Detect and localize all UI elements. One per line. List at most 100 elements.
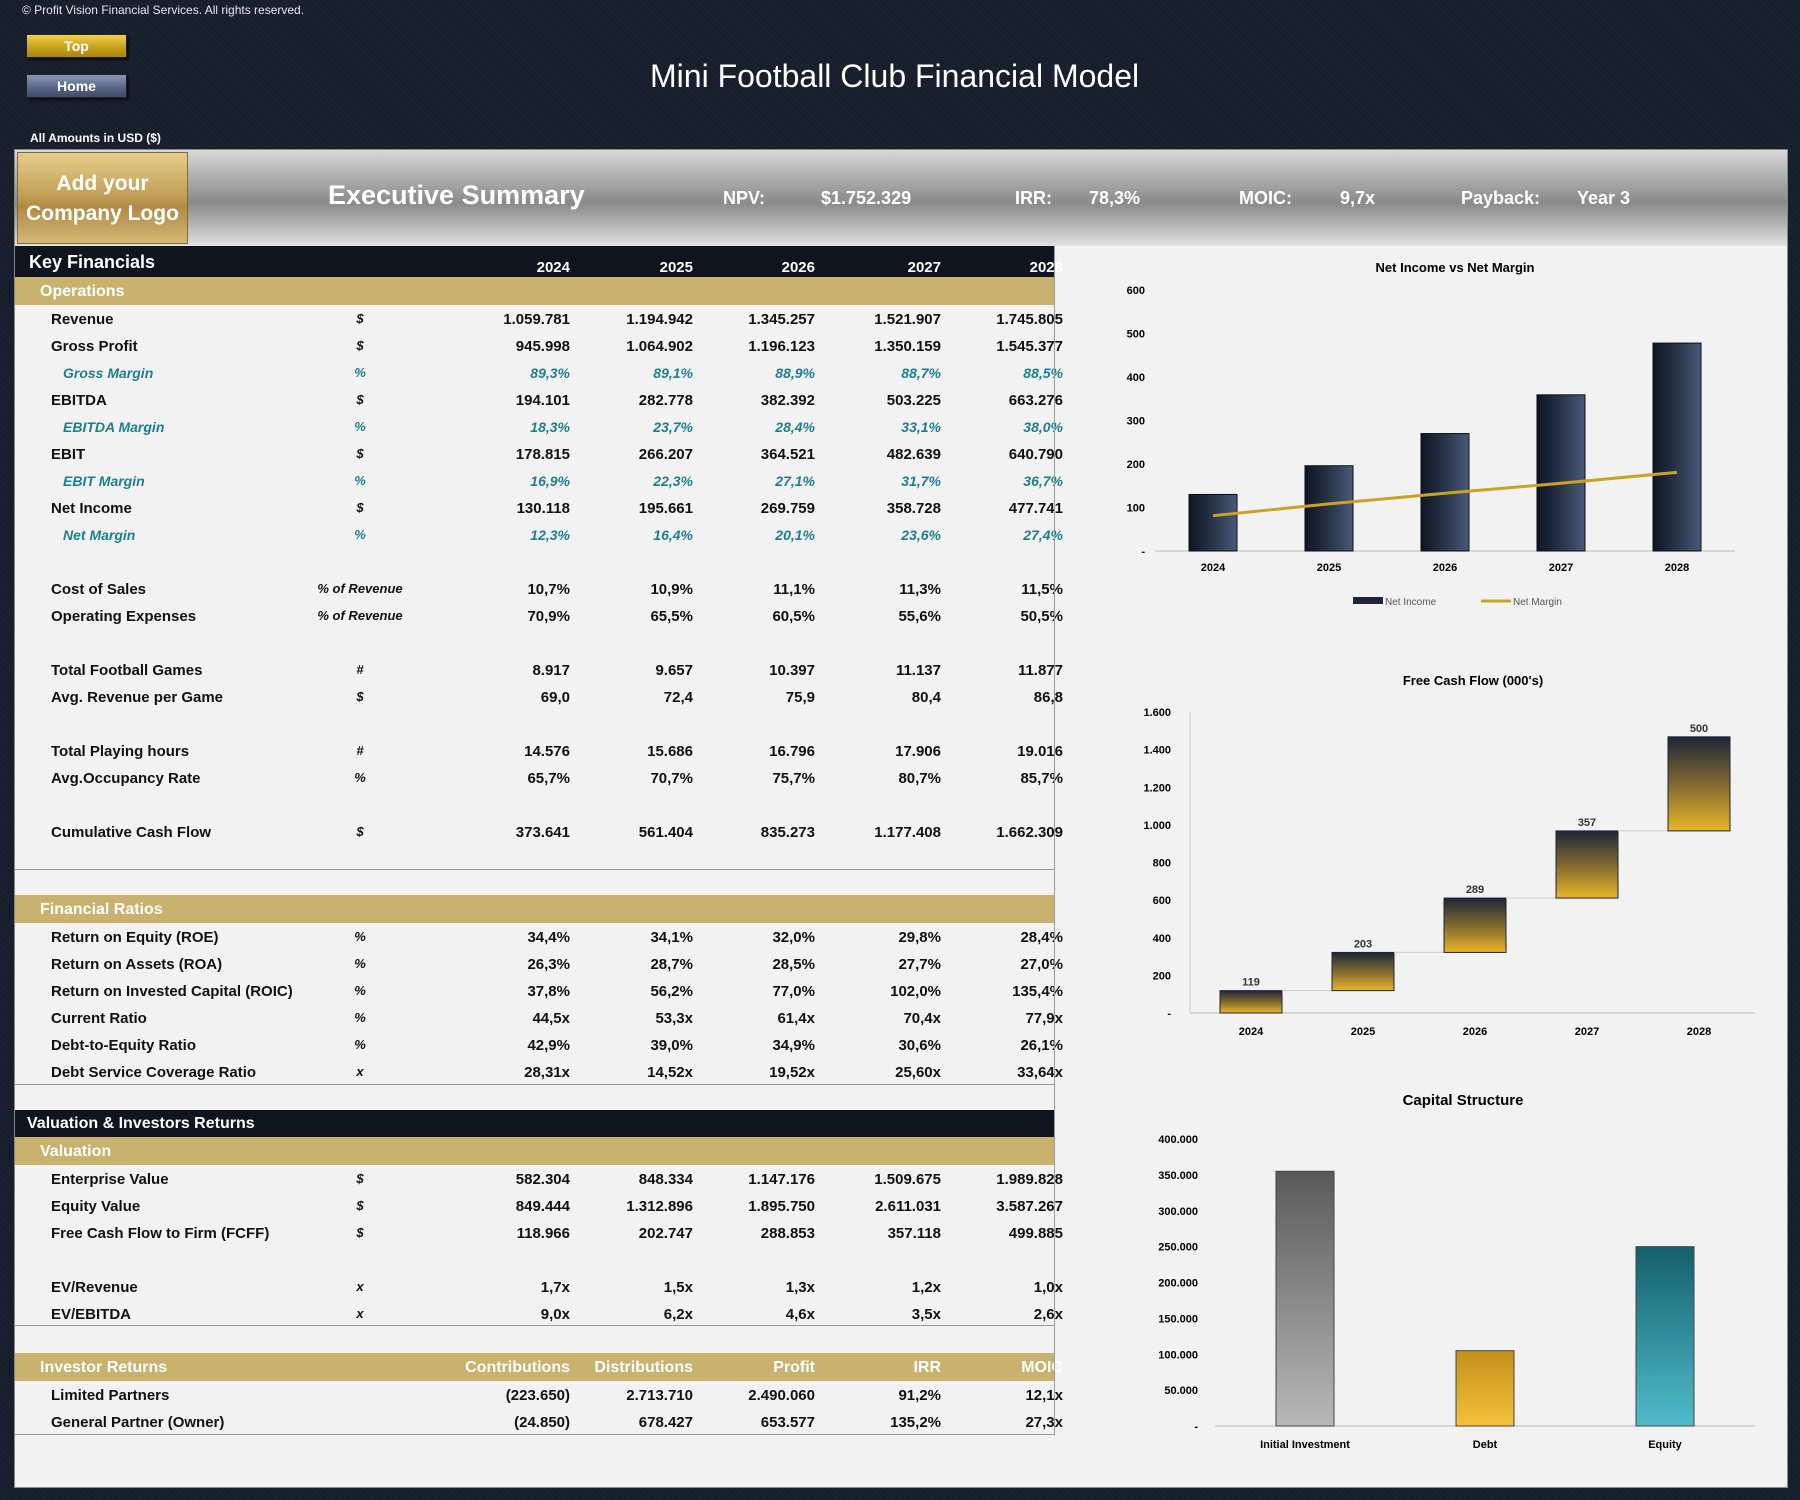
row-value: 38,0% xyxy=(1023,419,1063,435)
row-unit: % xyxy=(354,1037,366,1052)
valuation-section-bar: Valuation xyxy=(15,1137,1054,1165)
row-value: 55,6% xyxy=(898,608,941,625)
financial-ratios-label: Financial Ratios xyxy=(40,901,163,918)
row-value: 382.392 xyxy=(760,392,815,409)
row-value: 202.747 xyxy=(638,1225,693,1242)
row-value: 89,3% xyxy=(530,365,570,381)
row-value: 56,2% xyxy=(650,983,693,1000)
fcf-bar xyxy=(1331,951,1395,992)
table-row: Return on Assets (ROA)% 26,3% 28,7% 28,5% 27… xyxy=(15,950,1063,977)
row-value: 1.350.159 xyxy=(874,338,941,355)
row-value: 19,52x xyxy=(769,1064,815,1081)
row-value: 12,1x xyxy=(1025,1387,1063,1404)
row-unit: x xyxy=(356,1279,364,1294)
row-value: 1.177.408 xyxy=(874,824,941,841)
row-label: EBIT xyxy=(51,446,86,463)
row-value: 6,2x xyxy=(663,1306,693,1323)
y-tick-label: 600 xyxy=(1153,895,1171,907)
fcf-bar xyxy=(1667,736,1731,832)
divider xyxy=(15,869,1054,870)
table-row: EV/EBITDA x 9,0x 6,2x 4,6x 3,5x 2,6x xyxy=(15,1300,1063,1327)
payback-label: Payback: xyxy=(1461,188,1541,208)
home-button[interactable]: Home xyxy=(26,74,127,98)
data-label: 289 xyxy=(1466,884,1484,896)
copyright-text: © Profit Vision Financial Services. All … xyxy=(22,3,305,17)
y-tick-label: 300 xyxy=(1127,416,1145,428)
row-label: Return on Assets (ROA) xyxy=(51,956,223,973)
row-value: 70,7% xyxy=(650,770,693,787)
row-label: Total Football Games xyxy=(51,662,203,679)
capital-bar xyxy=(1275,1170,1335,1427)
y-tick-label: 800 xyxy=(1153,858,1171,870)
npv-label: NPV: xyxy=(723,188,766,208)
row-value: 72,4 xyxy=(663,689,693,706)
row-value: 1,7x xyxy=(540,1279,570,1296)
year-header: 2024 xyxy=(536,259,570,276)
row-value: 1.521.907 xyxy=(874,311,941,328)
table-row: EBITDA $194.101 282.778 382.392 503.225 663.2… xyxy=(15,386,1063,413)
row-value: 18,3% xyxy=(530,419,570,435)
row-value: 28,31x xyxy=(524,1064,570,1081)
y-tick-label: 200 xyxy=(1153,970,1171,982)
row-value: 27,3x xyxy=(1025,1414,1063,1431)
row-value: 653.577 xyxy=(760,1414,815,1431)
row-value: 33,64x xyxy=(1017,1064,1063,1081)
row-unit: % xyxy=(354,365,366,380)
row-value: 33,1% xyxy=(901,419,941,435)
row-value: 1.064.902 xyxy=(626,338,693,355)
row-label: Avg. Revenue per Game xyxy=(51,689,224,706)
col-header-distributions: Distributions xyxy=(594,1359,693,1376)
row-value: 364.521 xyxy=(760,446,815,463)
row-value: 1.059.781 xyxy=(503,311,570,328)
row-value: 282.778 xyxy=(638,392,693,409)
row-value: 1,2x xyxy=(911,1279,941,1296)
row-unit: % xyxy=(354,527,366,542)
row-unit: $ xyxy=(356,1198,364,1213)
row-value: 85,7% xyxy=(1020,770,1063,787)
row-value: 26,1% xyxy=(1020,1037,1063,1054)
row-unit: $ xyxy=(356,500,364,515)
row-unit: $ xyxy=(356,446,364,461)
row-value: 10,9% xyxy=(650,581,693,598)
y-tick-label: - xyxy=(1141,546,1145,558)
row-value: 22,3% xyxy=(653,473,693,489)
y-tick-label: 100 xyxy=(1127,503,1145,515)
y-tick-label: 500 xyxy=(1127,329,1145,341)
row-value: 27,4% xyxy=(1023,527,1063,543)
row-unit: % xyxy=(354,473,366,488)
x-tick-label: 2024 xyxy=(1201,562,1226,574)
data-label: 357 xyxy=(1578,817,1596,829)
x-tick-label: 2025 xyxy=(1351,1026,1375,1038)
row-value: 8.917 xyxy=(532,662,570,679)
y-tick-label: 150.000 xyxy=(1158,1313,1198,1325)
capital-structure-chart-svg: Capital Structure - 50.000 100.000 150.000 20… xyxy=(1158,1092,1755,1451)
table-row: Return on Invested Capital (ROIC)% 37,8% 5… xyxy=(15,977,1063,1004)
row-value: 3.587.267 xyxy=(996,1198,1063,1215)
row-value: 1.662.309 xyxy=(996,824,1063,841)
table-row: Avg.Occupancy Rate% 65,7% 70,7% 75,7% 80,7% 8… xyxy=(15,764,1063,791)
row-value: 16,9% xyxy=(530,473,570,489)
company-logo-placeholder[interactable]: Add your Company Logo xyxy=(17,152,188,244)
row-value: 25,60x xyxy=(895,1064,941,1081)
top-button[interactable]: Top xyxy=(26,34,127,58)
dashboard-sheet: Add your Company Logo Executive Summary … xyxy=(14,149,1788,1488)
chart-title: Free Cash Flow (000's) xyxy=(1403,673,1543,688)
row-label: Revenue xyxy=(51,311,114,328)
row-label: EBIT Margin xyxy=(63,473,145,489)
y-tick-label: 1.400 xyxy=(1143,745,1171,757)
key-financials-header: Key Financials 2024 2025 2026 2027 2028 xyxy=(15,246,1063,277)
table-row: Net Margin% 12,3% 16,4% 20,1% 23,6% 27,4% xyxy=(15,521,1063,548)
legend-label: Net Margin xyxy=(1513,597,1562,608)
row-value: 42,9% xyxy=(527,1037,570,1054)
row-unit: % xyxy=(354,1010,366,1025)
row-unit: $ xyxy=(356,1171,364,1186)
table-row: EBIT Margin% 16,9% 22,3% 27,1% 31,7% 36,7% xyxy=(15,467,1063,494)
row-value: 663.276 xyxy=(1008,392,1063,409)
row-value: 4,6x xyxy=(785,1306,815,1323)
divider xyxy=(15,1434,1054,1435)
row-value: 50,5% xyxy=(1020,608,1063,625)
row-value: 10.397 xyxy=(769,662,815,679)
net-income-bar xyxy=(1188,493,1238,552)
table-row: Operating Expenses % of Revenue 70,9% 65,5%… xyxy=(15,602,1063,629)
table-row: Current Ratio% 44,5x 53,3x 61,4x 70,4x 77,9x xyxy=(15,1004,1063,1031)
